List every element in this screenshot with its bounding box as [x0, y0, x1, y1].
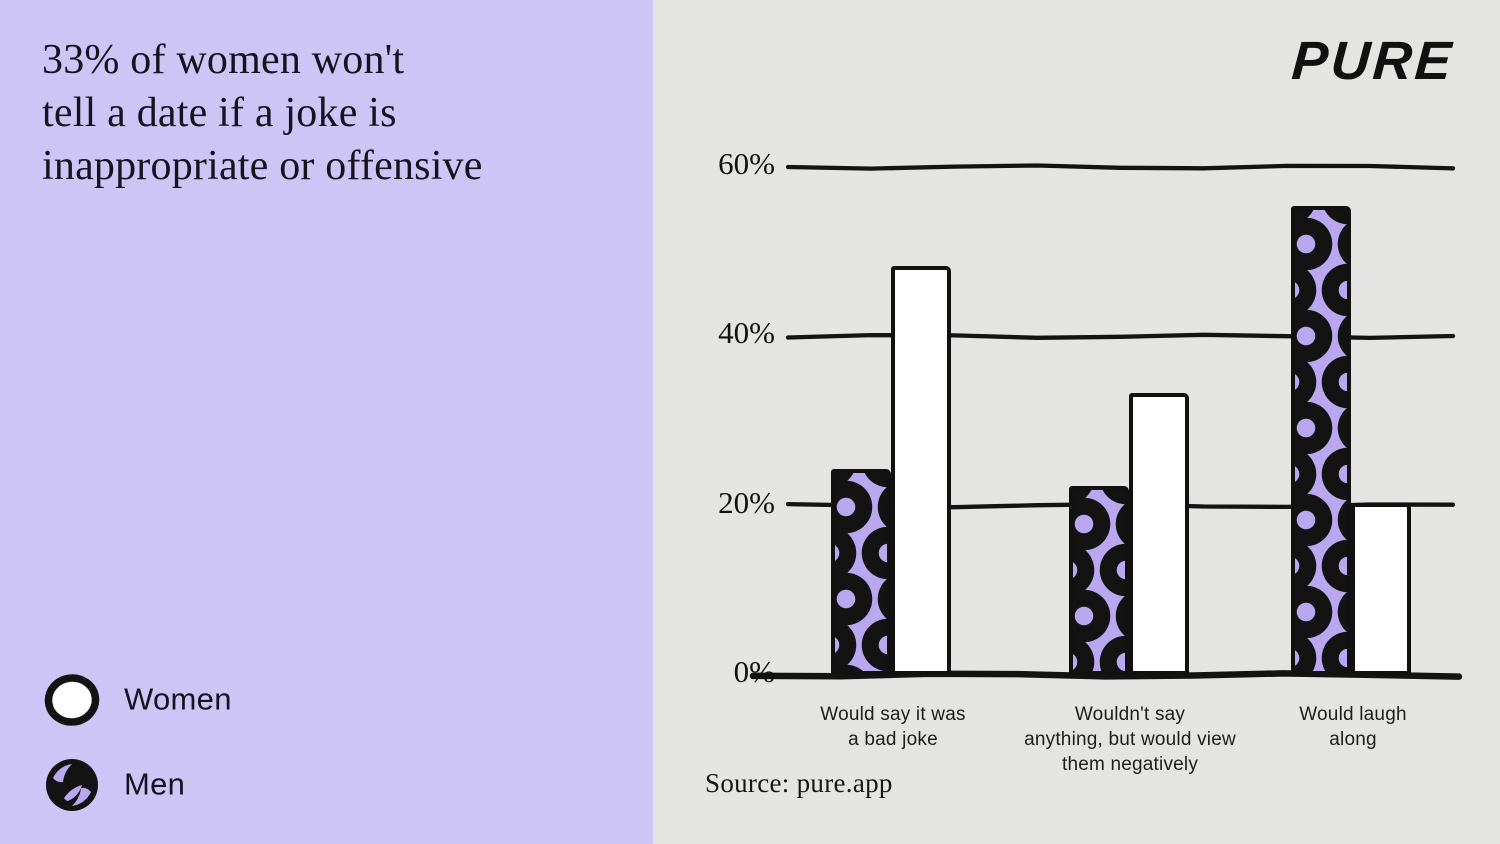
- legend-label-women: Women: [124, 681, 232, 717]
- gridline-60: [785, 163, 1456, 171]
- right-panel: PURE 60% 40% 20% 0% Would say it was a bad j…: [653, 0, 1500, 844]
- ytick-label-60: 60%: [718, 145, 775, 181]
- bar-women-2: [1351, 502, 1411, 675]
- category-label-1: Wouldn't say anything, but would view th…: [1024, 704, 1236, 776]
- legend-label-men: Men: [124, 766, 186, 802]
- bar-men-1: [1069, 485, 1129, 675]
- bar-chart: 60% 40% 20% 0% Would say it was a bad joke Wo…: [653, 0, 1500, 844]
- headline: 33% of women won't tell a date if a joke…: [42, 37, 483, 189]
- gridline-40: [785, 332, 1456, 341]
- category-label-0: Would say it was a bad joke: [820, 704, 966, 751]
- ytick-label-40: 40%: [718, 315, 775, 351]
- category-label-2: Would laugh along: [1299, 704, 1407, 751]
- bar-men-0: [831, 468, 891, 675]
- men-circle-icon: [44, 757, 100, 813]
- left-panel: 33% of women won't tell a date if a joke…: [0, 0, 653, 844]
- ytick-label-0: 0%: [733, 654, 775, 689]
- ytick-label-20: 20%: [718, 484, 775, 520]
- women-circle-icon: [44, 672, 100, 728]
- source-credit: Source: pure.app: [705, 768, 893, 798]
- bar-women-1: [1129, 392, 1189, 675]
- bar-women-0: [891, 265, 951, 675]
- bar-men-2: [1291, 206, 1351, 675]
